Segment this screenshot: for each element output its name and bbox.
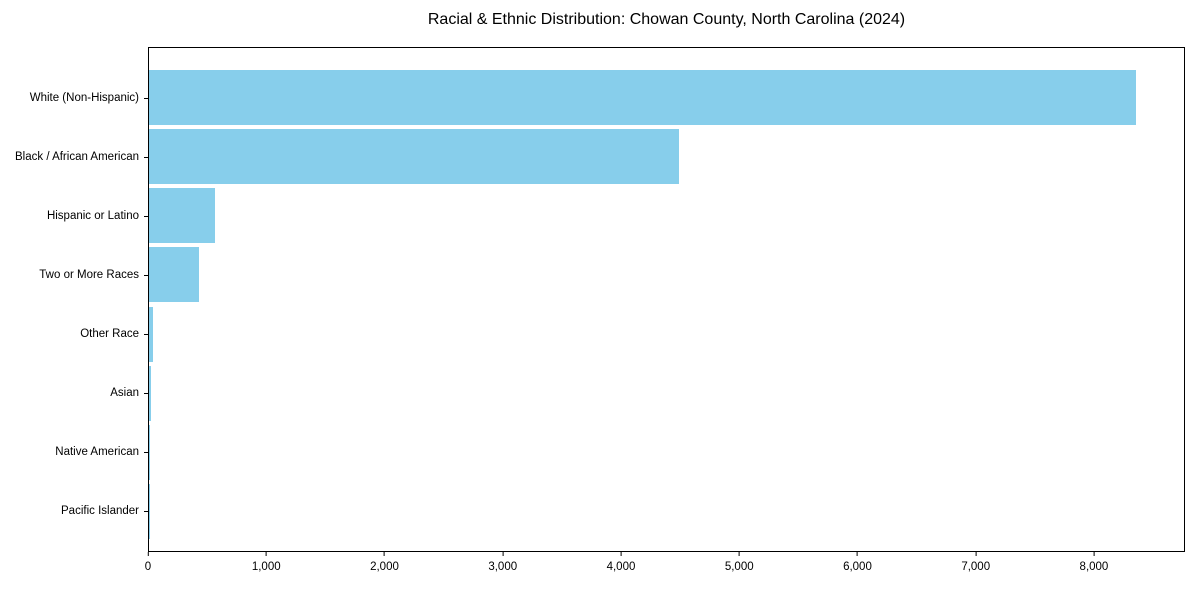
bar-row: Asian [110,364,1184,423]
bar-row: Black / African American [15,127,1184,186]
x-tick-mark [383,552,385,556]
bar-row: Other Race [80,305,1184,364]
y-tick-mark [144,215,148,217]
x-tick: 4,000 [606,552,636,573]
x-tick-mark [738,552,740,556]
x-tick-label: 1,000 [251,561,281,573]
y-axis-label: White (Non-Hispanic) [29,91,139,104]
x-tick: 2,000 [370,552,399,573]
y-axis-label: Asian [110,387,139,400]
y-tick-mark [144,97,148,99]
y-tick-mark [144,393,148,395]
chart-title: Racial & Ethnic Distribution: Chowan Cou… [427,11,906,28]
x-tick-label: 7,000 [961,561,991,573]
bar-row: White (Non-Hispanic) [30,68,1184,127]
x-tick-label: 0 [144,561,152,573]
x-tick-label: 4,000 [606,561,636,573]
x-tick-mark [502,552,504,556]
y-tick-mark [144,511,148,513]
bar [149,129,679,185]
x-tick-mark [975,552,977,556]
plot-area: White (Non-Hispanic) Black / African Amer… [15,47,1185,552]
x-tick: 6,000 [843,552,872,573]
bar [149,306,154,362]
bar-row: Pacific Islander [61,482,1184,541]
bar [149,70,1136,126]
x-tick: 7,000 [961,552,990,573]
y-tick-mark [144,334,148,336]
y-axis-label: Pacific Islander [61,505,139,518]
x-tick-label: 6,000 [843,561,872,573]
y-tick-mark [144,156,148,158]
y-axis-label: Two or More Races [39,268,139,281]
x-tick: 0 [145,552,151,573]
bar-row: Two or More Races [39,245,1184,304]
bar [149,424,150,480]
x-tick-mark [1093,552,1095,556]
bar [149,365,151,421]
y-axis-label: Other Race [80,328,139,341]
x-tick-label: 3,000 [488,561,518,573]
x-tick-label: 5,000 [724,561,754,573]
y-axis-label: Native American [55,446,139,459]
bar-rows: White (Non-Hispanic) Black / African Amer… [15,48,1184,551]
x-tick-mark [856,552,858,556]
bar-row: Native American [55,423,1184,482]
bar [149,247,199,303]
x-tick: 3,000 [488,552,517,573]
y-axis-label: Hispanic or Latino [46,209,139,222]
y-tick-mark [144,452,148,454]
x-tick-label: 8,000 [1079,561,1109,573]
x-tick-mark [620,552,622,556]
y-tick-mark [144,274,148,276]
x-tick: 8,000 [1079,552,1109,573]
x-tick-mark [147,552,149,556]
bar [149,188,216,244]
x-tick: 5,000 [725,552,754,573]
x-tick-mark [265,552,267,556]
x-tick: 1,000 [252,552,281,573]
bar-row: Hispanic or Latino [47,186,1184,245]
y-axis-label: Black / African American [15,150,139,163]
x-tick-label: 2,000 [370,561,399,573]
